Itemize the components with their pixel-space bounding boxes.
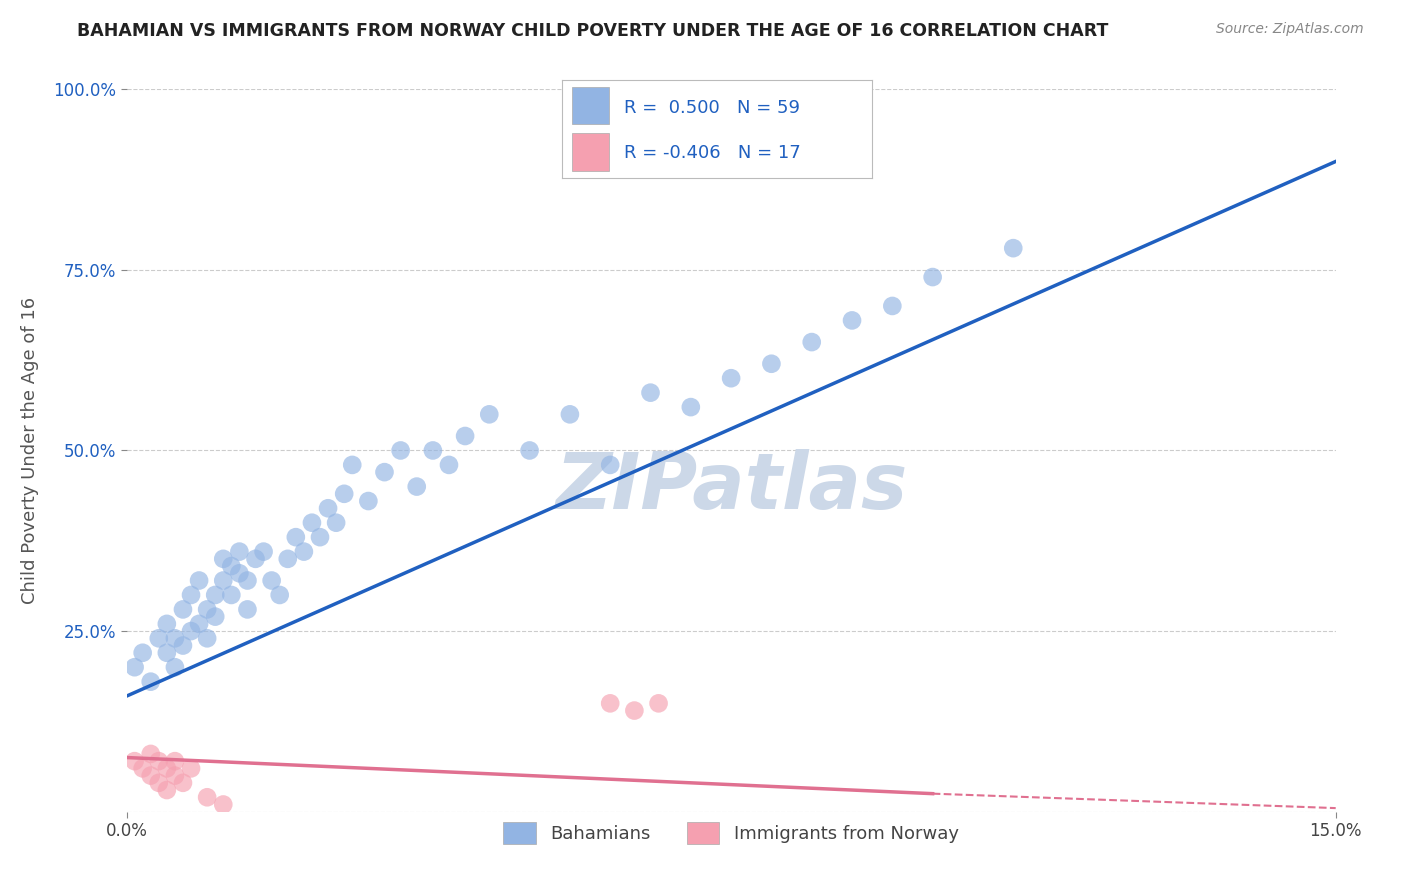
Point	[333, 487, 356, 501]
Point	[277, 551, 299, 566]
Text: Source: ZipAtlas.com: Source: ZipAtlas.com	[1216, 22, 1364, 37]
Point	[148, 632, 170, 646]
Point	[519, 443, 541, 458]
Point	[405, 480, 427, 494]
Point	[221, 559, 243, 574]
Point	[245, 551, 267, 566]
Point	[156, 783, 179, 797]
Point	[204, 588, 226, 602]
Point	[921, 270, 943, 285]
Point	[478, 407, 501, 421]
Point	[260, 574, 283, 588]
Point	[212, 551, 235, 566]
Point	[221, 588, 243, 602]
Point	[389, 443, 412, 458]
Y-axis label: Child Poverty Under the Age of 16: Child Poverty Under the Age of 16	[21, 297, 39, 604]
Point	[228, 566, 250, 581]
Point	[172, 776, 194, 790]
Point	[172, 639, 194, 653]
Point	[228, 544, 250, 558]
Point	[188, 616, 211, 631]
Point	[139, 674, 162, 689]
Point	[212, 797, 235, 812]
Point	[720, 371, 742, 385]
Point	[180, 624, 202, 639]
Point	[761, 357, 783, 371]
Point	[212, 574, 235, 588]
Point	[640, 385, 662, 400]
Point	[284, 530, 307, 544]
Point	[800, 334, 823, 349]
Text: BAHAMIAN VS IMMIGRANTS FROM NORWAY CHILD POVERTY UNDER THE AGE OF 16 CORRELATION: BAHAMIAN VS IMMIGRANTS FROM NORWAY CHILD…	[77, 22, 1109, 40]
Point	[269, 588, 291, 602]
Point	[156, 646, 179, 660]
Point	[124, 660, 146, 674]
Text: R =  0.500   N = 59: R = 0.500 N = 59	[624, 99, 800, 117]
Point	[623, 704, 645, 718]
Point	[172, 602, 194, 616]
Point	[195, 602, 218, 616]
Point	[599, 696, 621, 710]
FancyBboxPatch shape	[572, 133, 609, 170]
Point	[156, 616, 179, 631]
Point	[195, 790, 218, 805]
Point	[599, 458, 621, 472]
Point	[647, 696, 669, 710]
Point	[373, 465, 395, 479]
Point	[342, 458, 364, 472]
Point	[236, 574, 259, 588]
Text: R = -0.406   N = 17: R = -0.406 N = 17	[624, 144, 801, 161]
Point	[131, 761, 153, 775]
Point	[309, 530, 332, 544]
Point	[163, 660, 186, 674]
Point	[163, 632, 186, 646]
Point	[148, 754, 170, 768]
Point	[131, 646, 153, 660]
Point	[422, 443, 444, 458]
Legend: Bahamians, Immigrants from Norway: Bahamians, Immigrants from Norway	[495, 814, 967, 854]
Point	[139, 769, 162, 783]
Point	[139, 747, 162, 761]
Point	[195, 632, 218, 646]
Point	[357, 494, 380, 508]
Point	[316, 501, 339, 516]
Point	[163, 769, 186, 783]
Point	[236, 602, 259, 616]
Point	[325, 516, 347, 530]
Point	[163, 754, 186, 768]
Point	[1002, 241, 1025, 255]
Point	[841, 313, 863, 327]
Point	[558, 407, 581, 421]
Point	[882, 299, 904, 313]
Point	[301, 516, 323, 530]
Point	[124, 754, 146, 768]
Point	[180, 761, 202, 775]
Point	[156, 761, 179, 775]
Point	[188, 574, 211, 588]
Point	[437, 458, 460, 472]
Point	[180, 588, 202, 602]
Text: ZIPatlas: ZIPatlas	[555, 449, 907, 524]
Point	[679, 400, 702, 414]
Point	[204, 609, 226, 624]
Point	[454, 429, 477, 443]
FancyBboxPatch shape	[572, 87, 609, 124]
Point	[292, 544, 315, 558]
Point	[148, 776, 170, 790]
Point	[252, 544, 274, 558]
